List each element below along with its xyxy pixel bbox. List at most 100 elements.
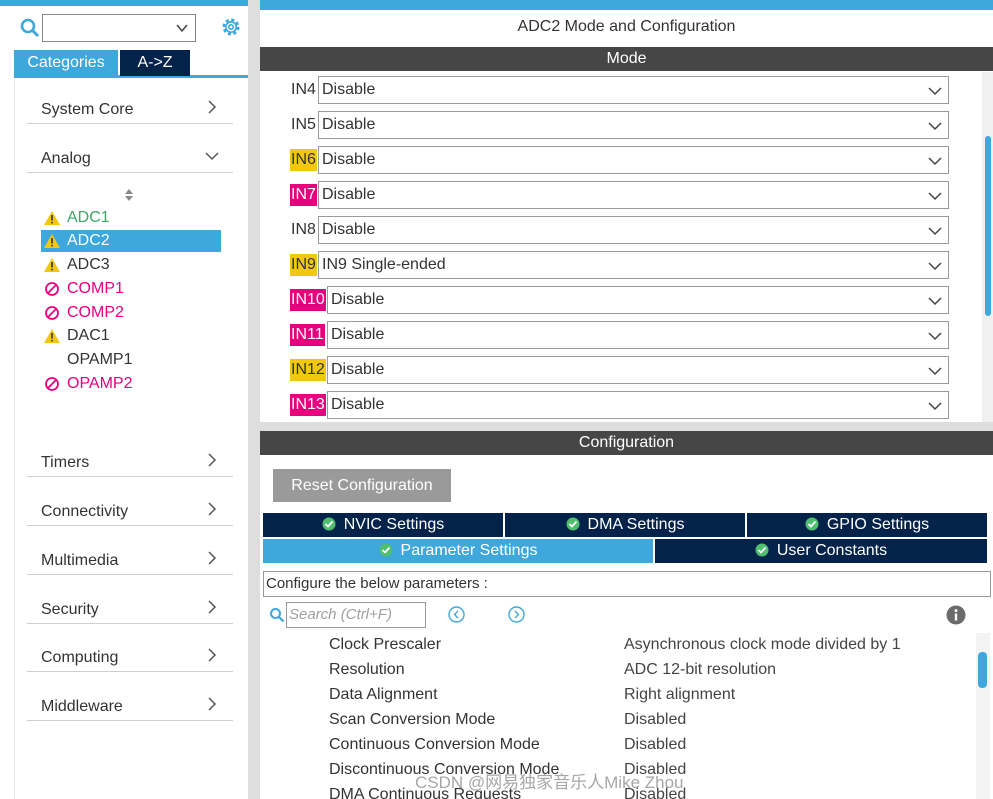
category-label: Connectivity: [41, 503, 129, 520]
list-item-dac1[interactable]: DAC1: [41, 325, 221, 347]
parameter-value[interactable]: Disabled: [624, 736, 687, 753]
tab-gpio-settings[interactable]: GPIO Settings: [747, 513, 987, 537]
blocked-icon: [45, 306, 59, 320]
check-circle-icon: [566, 517, 580, 531]
section-divider[interactable]: [260, 422, 993, 431]
chevron-down-icon: [205, 152, 219, 161]
parameter-row[interactable]: Continuous Conversion Mode Disabled: [260, 733, 980, 758]
parameter-name: Discontinuous Conversion Mode: [329, 761, 560, 778]
list-item-comp2[interactable]: COMP2: [41, 302, 221, 324]
tab-dma-settings[interactable]: DMA Settings: [505, 513, 745, 537]
tab-categories[interactable]: Categories: [14, 50, 118, 76]
item-label: ADC1: [67, 209, 110, 226]
mode-select[interactable]: Disable: [327, 321, 949, 349]
item-label: ADC3: [67, 256, 110, 273]
select-value: Disable: [331, 326, 385, 343]
select-value: Disable: [322, 116, 376, 133]
tab-a-z[interactable]: A->Z: [120, 50, 190, 76]
chevron-right-icon: [208, 648, 217, 662]
category-list: System Core Analog ADC1 ADC2 ADC3 COMP1: [14, 80, 248, 799]
chevron-down-icon: [928, 367, 942, 376]
chevron-right-icon: [208, 551, 217, 565]
category-label: System Core: [41, 101, 134, 118]
tab-parameter-settings[interactable]: Parameter Settings: [263, 539, 653, 563]
mode-select[interactable]: Disable: [318, 146, 949, 174]
parameter-value[interactable]: Disabled: [624, 711, 687, 728]
category-label: Security: [41, 601, 99, 618]
parameter-row[interactable]: DMA Continuous Requests Disabled: [260, 783, 980, 799]
warning-icon: [44, 211, 60, 225]
category-computing[interactable]: Computing: [27, 632, 233, 672]
list-item-comp1[interactable]: COMP1: [41, 278, 221, 300]
select-value: IN9 Single-ended: [322, 256, 446, 273]
item-label: COMP2: [67, 304, 124, 321]
parameter-scrollbar-thumb[interactable]: [978, 652, 987, 688]
parameter-row[interactable]: Scan Conversion Mode Disabled: [260, 708, 980, 733]
item-label: OPAMP1: [67, 351, 133, 368]
parameter-row[interactable]: Resolution ADC 12-bit resolution: [260, 658, 980, 683]
pin-label: IN12: [290, 359, 326, 381]
item-label: DAC1: [67, 327, 110, 344]
mode-select[interactable]: IN9 Single-ended: [318, 251, 949, 279]
category-analog[interactable]: Analog: [27, 133, 233, 173]
panel-splitter[interactable]: [248, 0, 260, 799]
right-panel: ADC2 Mode and Configuration Mode IN4 Dis…: [260, 0, 993, 799]
mode-select[interactable]: Disable: [327, 391, 949, 419]
tab-label: GPIO Settings: [826, 516, 930, 533]
reset-configuration-button[interactable]: Reset Configuration: [273, 469, 451, 502]
chevron-down-icon: [928, 227, 942, 236]
chevron-down-icon: [928, 262, 942, 271]
left-panel: Categories A->Z System Core Analog ADC1 …: [0, 0, 248, 799]
tab-nvic-settings[interactable]: NVIC Settings: [263, 513, 503, 537]
parameter-value[interactable]: Disabled: [624, 761, 687, 778]
mode-scrollbar-thumb[interactable]: [985, 136, 991, 316]
parameter-name: Clock Prescaler: [329, 636, 442, 653]
gear-icon[interactable]: [220, 16, 242, 38]
category-multimedia[interactable]: Multimedia: [27, 535, 233, 575]
category-timers[interactable]: Timers: [27, 437, 233, 477]
mode-select[interactable]: Disable: [318, 111, 949, 139]
category-middleware[interactable]: Middleware: [27, 681, 233, 721]
list-item-adc3[interactable]: ADC3: [41, 254, 221, 276]
category-security[interactable]: Security: [27, 584, 233, 624]
parameter-value[interactable]: ADC 12-bit resolution: [624, 661, 777, 678]
watermark: CSDN @网易独家音乐人Mike Zhou: [415, 773, 684, 792]
list-item-opamp1[interactable]: OPAMP1: [41, 349, 221, 371]
parameter-row[interactable]: Clock Prescaler Asynchronous clock mode …: [260, 633, 980, 658]
parameter-value[interactable]: Asynchronous clock mode divided by 1: [624, 636, 901, 653]
parameter-value[interactable]: Right alignment: [624, 686, 736, 703]
check-circle-icon: [379, 543, 393, 557]
chevron-down-icon[interactable]: [175, 21, 189, 35]
tab-user-constants[interactable]: User Constants: [655, 539, 987, 563]
list-item-adc1[interactable]: ADC1: [41, 207, 221, 229]
tab-label: Parameter Settings: [400, 542, 538, 559]
search-row: [0, 12, 248, 46]
category-connectivity[interactable]: Connectivity: [27, 486, 233, 526]
sort-icon[interactable]: [124, 188, 134, 202]
warning-icon: [44, 234, 60, 248]
chevron-right-icon: [208, 502, 217, 516]
list-item-adc2[interactable]: ADC2: [41, 230, 221, 252]
left-accent-bar: [0, 0, 248, 6]
parameter-search-input[interactable]: Search (Ctrl+F): [286, 602, 426, 628]
mode-select[interactable]: Disable: [327, 356, 949, 384]
pin-label: IN8: [291, 221, 316, 238]
mode-select[interactable]: Disable: [318, 216, 949, 244]
search-input[interactable]: [42, 14, 196, 42]
parameter-value[interactable]: Disabled: [624, 786, 687, 799]
parameter-row[interactable]: Data Alignment Right alignment: [260, 683, 980, 708]
list-item-opamp2[interactable]: OPAMP2: [41, 373, 221, 395]
category-system-core[interactable]: System Core: [27, 84, 233, 124]
search-icon[interactable]: [20, 18, 40, 38]
chevron-down-icon: [928, 297, 942, 306]
item-label: OPAMP2: [67, 375, 133, 392]
parameter-row[interactable]: Discontinuous Conversion Mode Disabled: [260, 758, 980, 783]
mode-select[interactable]: Disable: [318, 181, 949, 209]
category-tabs: Categories A->Z: [14, 50, 248, 78]
expand-all-icon[interactable]: [448, 606, 465, 623]
mode-select[interactable]: Disable: [327, 286, 949, 314]
info-icon[interactable]: [946, 605, 966, 625]
mode-select[interactable]: Disable: [318, 76, 949, 104]
pin-label: IN4: [291, 81, 316, 98]
collapse-all-icon[interactable]: [508, 606, 525, 623]
